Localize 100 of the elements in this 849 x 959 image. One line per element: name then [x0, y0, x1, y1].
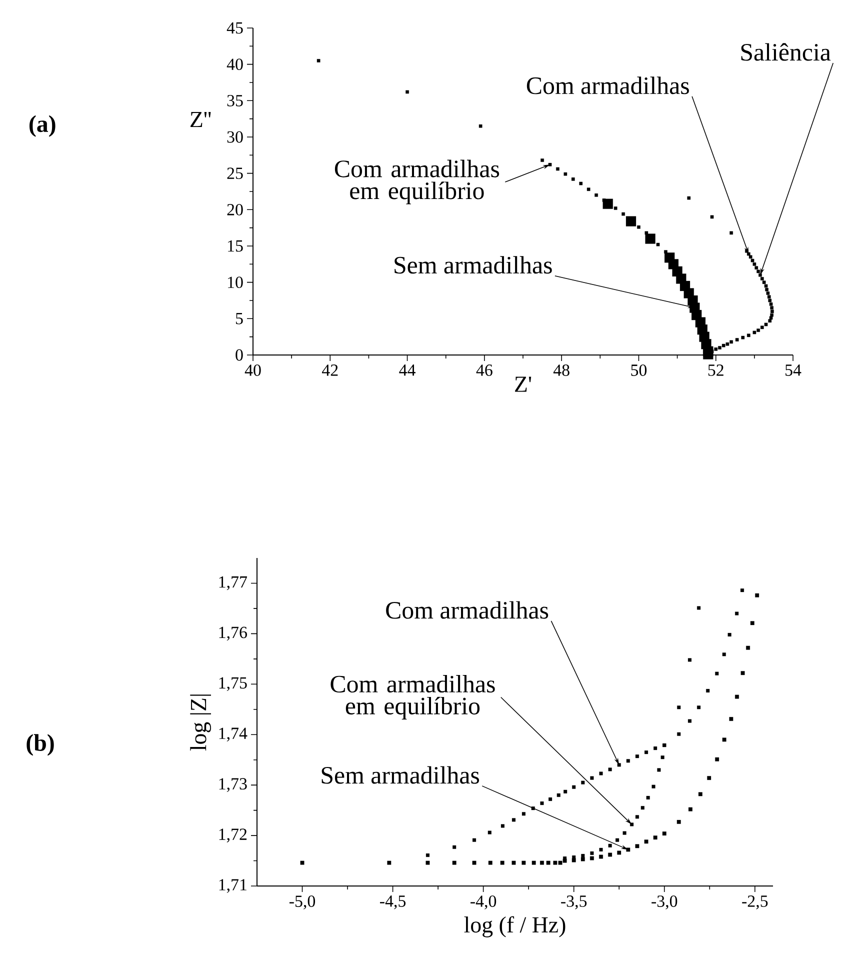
- point: [472, 860, 476, 865]
- point: [756, 328, 760, 332]
- x-tick-label: -4,0: [470, 896, 496, 910]
- x-tick-label: 52: [708, 364, 724, 376]
- point: [540, 158, 544, 162]
- point: [562, 858, 567, 863]
- point: [478, 124, 482, 128]
- point: [452, 845, 456, 849]
- point: [387, 860, 392, 865]
- x-tick-label: 48: [553, 364, 570, 376]
- point: [579, 182, 583, 186]
- point: [594, 193, 598, 197]
- x-tick-label: 50: [631, 364, 647, 376]
- point: [548, 797, 552, 801]
- point: [558, 860, 562, 865]
- point: [622, 831, 626, 835]
- point: [722, 738, 726, 742]
- point: [765, 288, 768, 292]
- point: [616, 838, 620, 842]
- y-axis-title: log |Z|: [190, 694, 212, 751]
- point: [553, 860, 558, 865]
- point: [564, 172, 568, 176]
- point: [646, 796, 650, 800]
- point: [730, 231, 733, 235]
- y-tick-label: 20: [227, 204, 243, 216]
- point: [755, 593, 760, 598]
- point: [452, 860, 456, 865]
- point: [715, 757, 720, 762]
- y-tick-label: 15: [228, 240, 243, 252]
- point: [735, 612, 739, 616]
- point: [746, 334, 750, 338]
- y-tick-label: 1,74: [219, 728, 248, 742]
- point: [662, 832, 666, 836]
- point: [726, 342, 730, 346]
- point: [735, 338, 739, 342]
- point: [754, 266, 758, 270]
- point: [698, 792, 702, 796]
- point: [660, 756, 664, 760]
- point: [729, 717, 734, 721]
- point: [768, 298, 772, 302]
- point: [608, 844, 612, 848]
- point: [730, 340, 733, 344]
- point: [706, 688, 710, 692]
- point: [426, 860, 430, 865]
- point: [707, 776, 712, 780]
- point: [688, 807, 692, 812]
- point: [740, 671, 745, 676]
- point: [500, 860, 504, 865]
- point: [512, 818, 516, 822]
- x-tick-label: 44: [399, 364, 416, 376]
- point: [599, 854, 603, 859]
- point: [580, 857, 585, 862]
- point: [640, 806, 644, 810]
- annotation: Com armadilhas: [526, 76, 689, 94]
- point: [316, 59, 320, 62]
- point: [769, 316, 773, 320]
- x-axis-title: Z': [515, 376, 532, 392]
- point: [770, 310, 774, 314]
- point: [644, 750, 648, 754]
- point: [766, 292, 770, 295]
- point: [572, 858, 576, 862]
- x-tick-label: -3,5: [561, 896, 587, 910]
- point: [635, 844, 640, 848]
- point: [760, 277, 764, 280]
- x-tick-label: 42: [322, 364, 338, 376]
- point: [630, 822, 634, 826]
- point: [540, 860, 544, 865]
- point: [728, 632, 732, 636]
- point: [677, 706, 681, 710]
- point: [556, 793, 560, 797]
- point: [687, 196, 691, 200]
- point: [764, 284, 768, 288]
- point: [644, 840, 648, 844]
- point: [677, 732, 681, 736]
- point: [626, 759, 630, 763]
- point: [770, 313, 774, 317]
- y-tick-label: 0: [236, 349, 243, 361]
- y-tick-label: 1,73: [219, 778, 247, 792]
- x-tick-label: 54: [786, 364, 802, 376]
- point: [697, 606, 701, 610]
- point: [599, 848, 603, 852]
- point: [652, 784, 656, 788]
- x-tick-label: -2,5: [742, 896, 768, 910]
- annotation: Com armadilhas em equilíbrio: [334, 160, 500, 204]
- point: [750, 258, 754, 262]
- annotation: Com armadilhas em equilíbrio: [330, 675, 495, 720]
- point: [608, 852, 612, 857]
- point: [556, 167, 560, 171]
- point: [602, 198, 613, 209]
- annotation: Sem armadilhas: [322, 766, 480, 784]
- point: [748, 255, 752, 259]
- point: [740, 588, 744, 592]
- point: [645, 234, 656, 244]
- point: [741, 336, 745, 340]
- point: [512, 860, 516, 865]
- y-tick-label: 1,75: [219, 677, 247, 692]
- y-tick-label: 25: [227, 168, 243, 180]
- point: [722, 652, 726, 656]
- point: [540, 801, 544, 805]
- point: [656, 242, 660, 246]
